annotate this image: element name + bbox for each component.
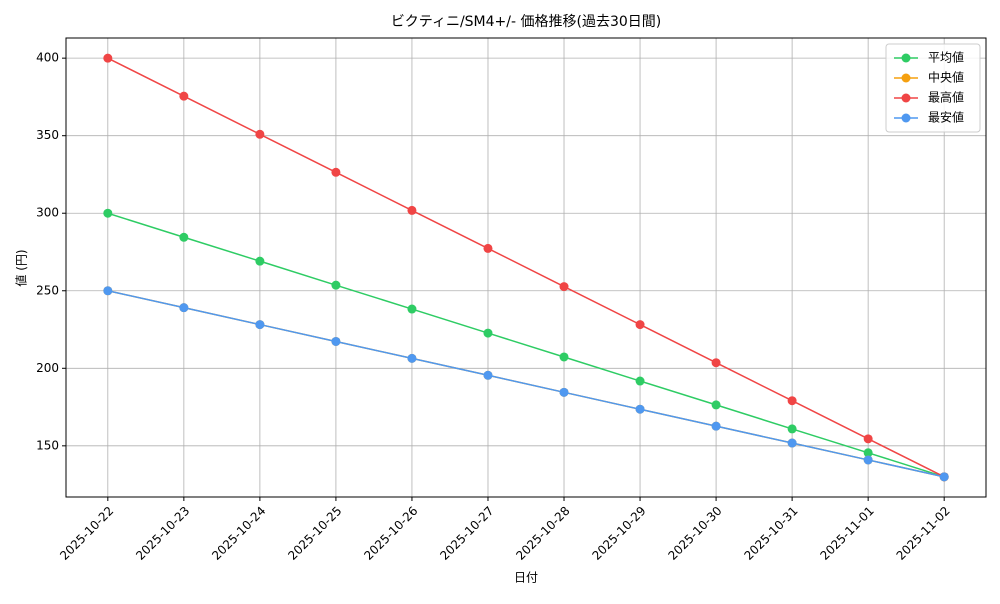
legend-box	[885, 43, 981, 133]
data-point	[939, 472, 949, 482]
data-point	[407, 353, 417, 363]
data-point	[863, 434, 873, 444]
legend-label: 平均値	[928, 50, 964, 65]
data-point	[635, 320, 645, 330]
y-tick-label: 200	[36, 361, 59, 375]
data-point	[711, 358, 721, 368]
data-point	[255, 256, 265, 266]
data-point	[179, 232, 189, 242]
legend-marker	[901, 53, 911, 63]
data-point	[787, 396, 797, 406]
data-point	[407, 205, 417, 215]
data-point	[331, 167, 341, 177]
legend-label: 最安値	[928, 110, 964, 125]
data-point	[179, 91, 189, 101]
data-point	[635, 404, 645, 414]
data-point	[331, 336, 341, 346]
y-axis-label: 値 (円)	[14, 249, 29, 286]
legend-label: 中央値	[928, 70, 964, 85]
data-point	[255, 129, 265, 139]
legend-marker	[901, 73, 911, 83]
data-point	[103, 208, 113, 218]
data-point	[559, 352, 569, 362]
data-point	[559, 387, 569, 397]
plot-frame	[65, 37, 987, 498]
y-tick-label: 300	[36, 206, 59, 220]
y-tick-label: 150	[36, 438, 59, 452]
y-tick-label: 250	[36, 283, 59, 297]
y-tick-label: 350	[36, 128, 59, 142]
y-tick-label: 400	[36, 51, 59, 65]
x-axis-label: 日付	[514, 571, 538, 585]
series-line	[107, 57, 945, 478]
data-point	[483, 328, 493, 338]
chart-title: ビクティニ/SM4+/- 価格推移(過去30日間)	[391, 14, 661, 30]
data-point	[711, 421, 721, 431]
data-point	[787, 424, 797, 434]
data-point	[711, 400, 721, 410]
data-point	[103, 53, 113, 63]
data-point	[559, 282, 569, 292]
legend-marker	[901, 113, 911, 123]
legend-marker	[901, 93, 911, 103]
data-point	[103, 286, 113, 296]
data-point	[863, 455, 873, 465]
data-point	[483, 243, 493, 253]
data-point	[407, 304, 417, 314]
data-point	[179, 303, 189, 313]
data-point	[787, 438, 797, 448]
data-point	[863, 448, 873, 458]
series-line	[107, 212, 945, 478]
data-point	[331, 280, 341, 290]
data-point	[483, 370, 493, 380]
data-point	[255, 320, 265, 330]
legend-label: 最高値	[928, 90, 964, 105]
data-point	[635, 376, 645, 386]
series-line	[107, 290, 945, 478]
